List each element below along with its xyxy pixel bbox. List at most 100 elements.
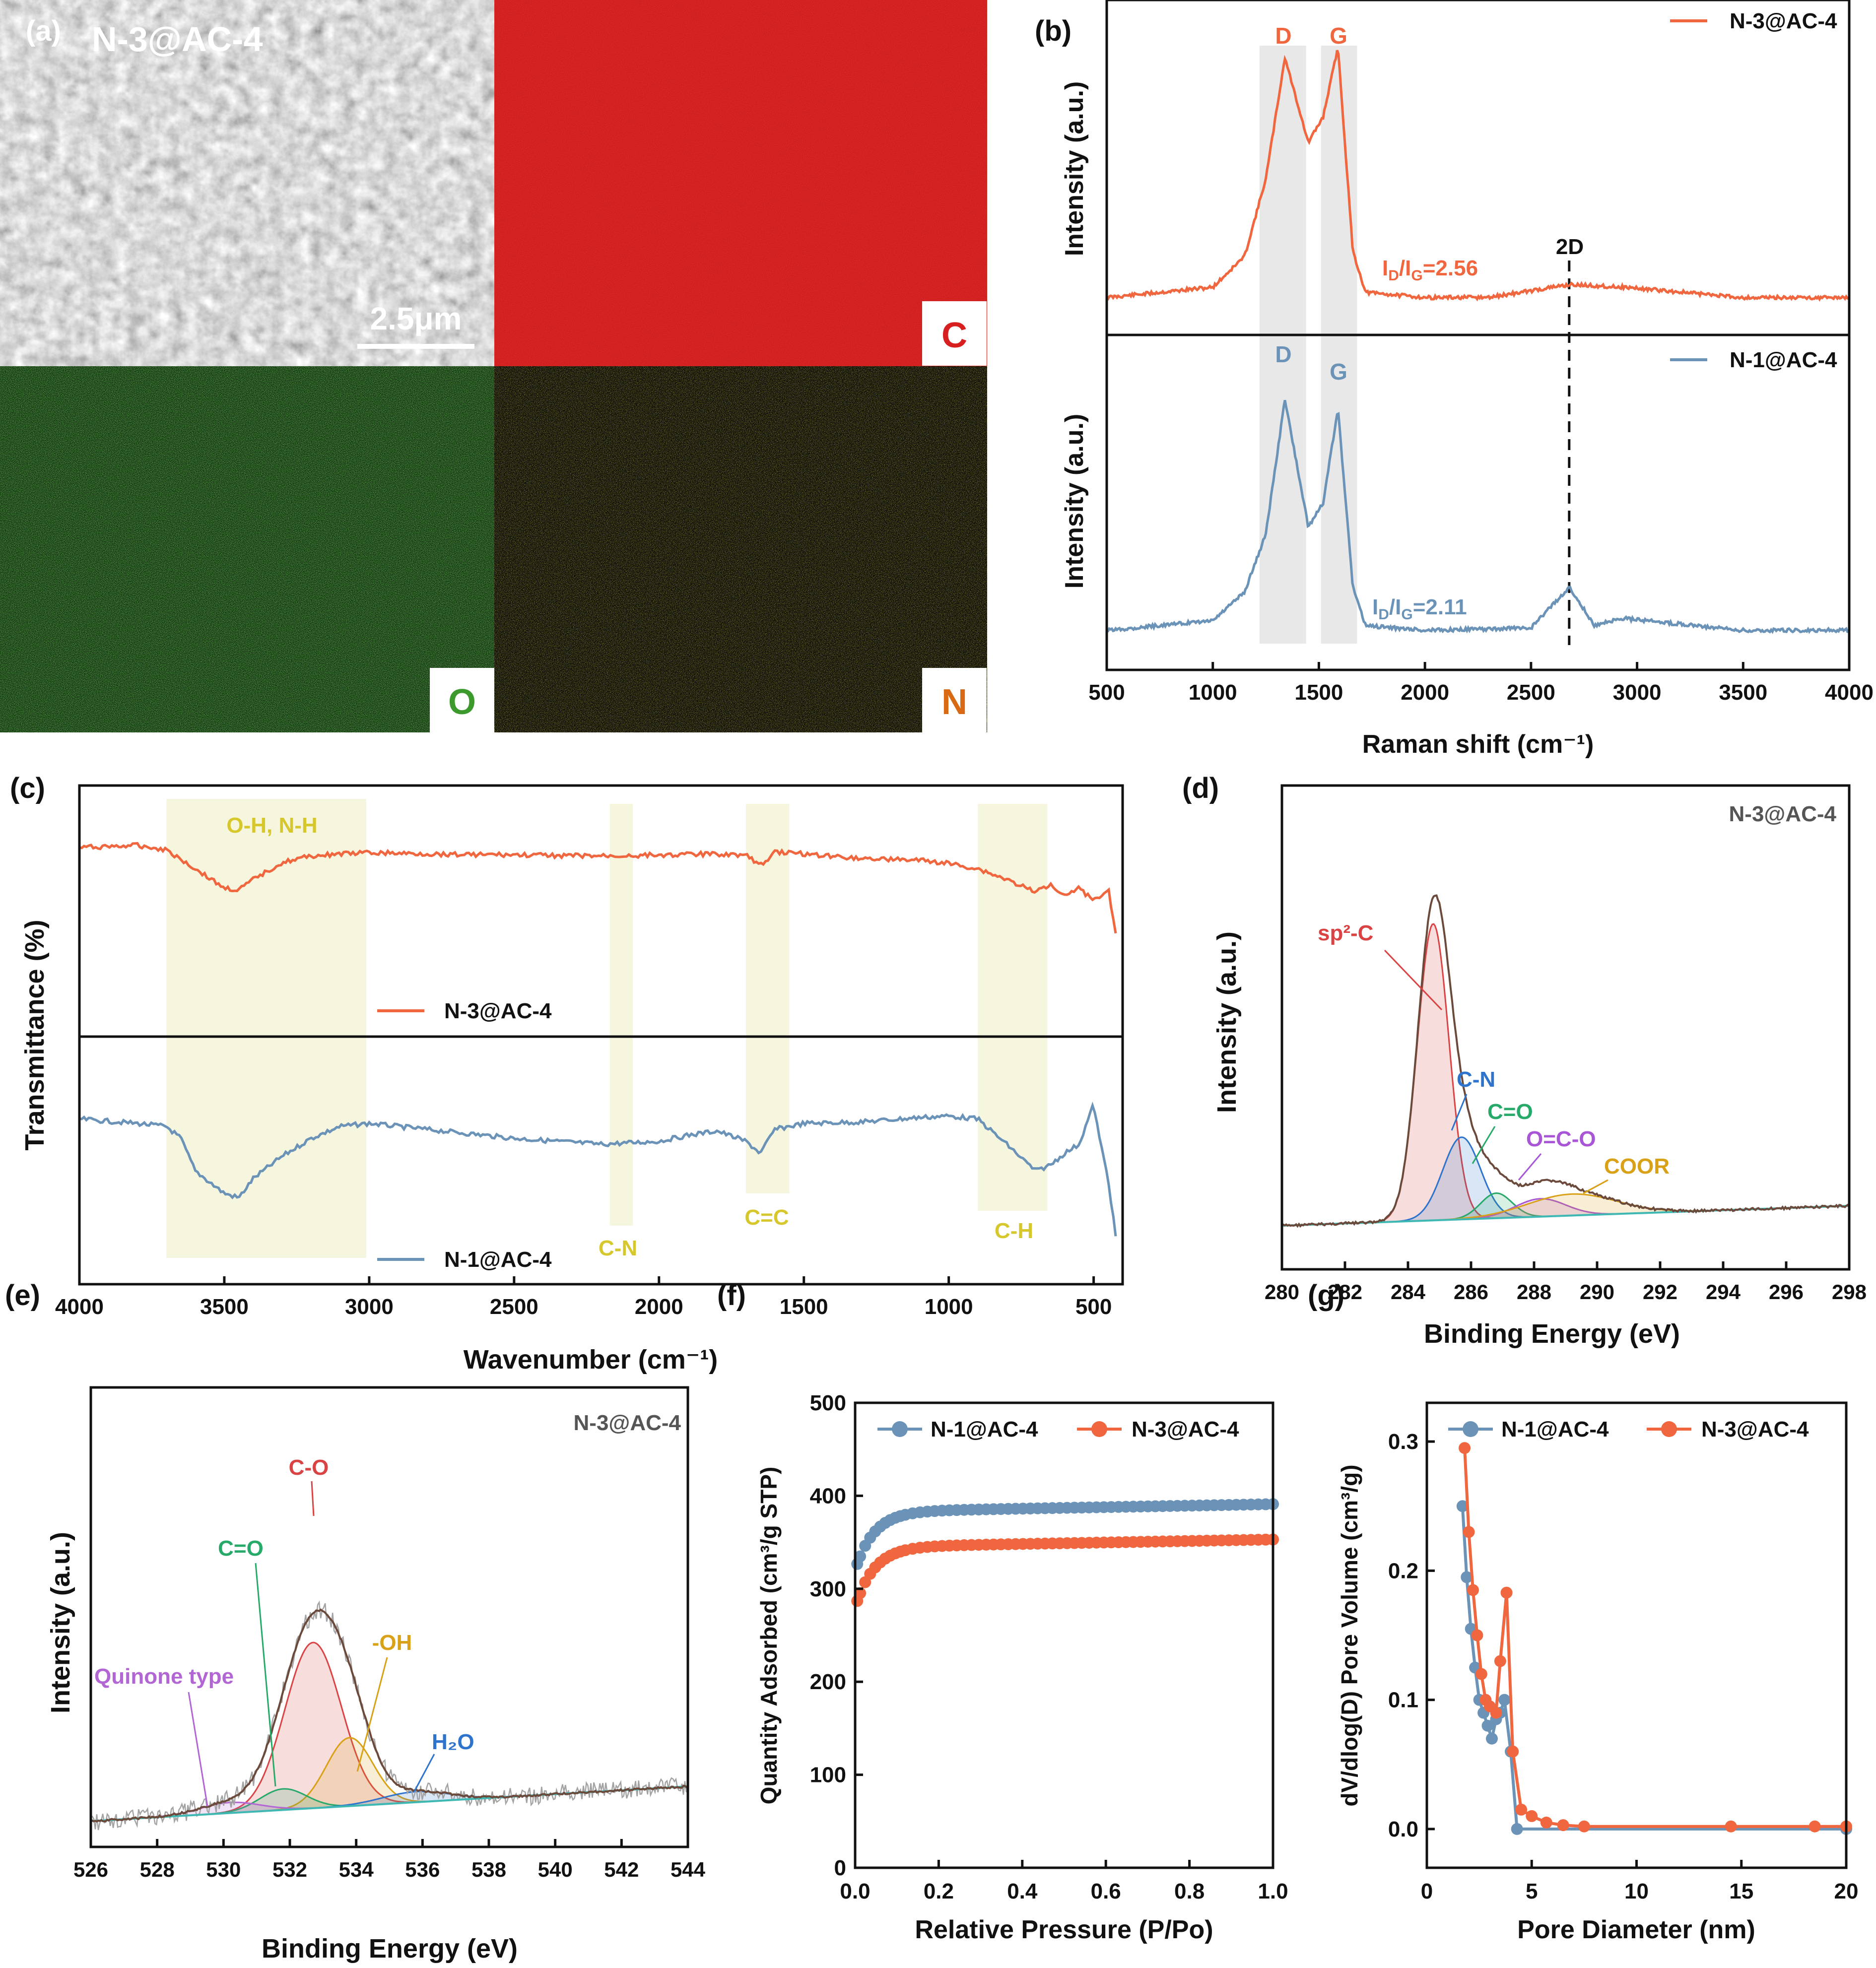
xps-o1s-pointer-co-single xyxy=(311,1481,315,1516)
ftir-y-label: Transmittance (%) xyxy=(20,919,50,1150)
isotherm-y-ticklabels: 0 100 200 300 400 500 xyxy=(810,1391,846,1880)
map-label-box-c xyxy=(922,301,987,366)
raman-x-ticks xyxy=(1105,662,1851,670)
isotherm-ticks xyxy=(854,1401,1274,1869)
ftir-line-n3 xyxy=(79,842,1117,934)
psd-point xyxy=(1463,1526,1475,1538)
xps-o1s-x-ticks xyxy=(89,1839,689,1847)
raman-legend-n3: N-3@AC-4 xyxy=(1730,9,1837,33)
xps-o1s-envelope xyxy=(90,1608,688,1823)
raman-peak-g-n1: G xyxy=(1330,359,1347,385)
scale-bar xyxy=(357,344,474,349)
xps-c1s-component-0 xyxy=(1281,923,1850,1227)
isotherm-legend-n1: N-1@AC-4 xyxy=(931,1417,1038,1442)
ftir-band-oh xyxy=(166,799,367,1258)
xps-c1s-label-oco: O=C-O xyxy=(1526,1127,1596,1151)
ftir-band-ch xyxy=(978,804,1048,1211)
xps-o1s-pointer-quinone xyxy=(188,1692,208,1807)
psd-point xyxy=(1515,1803,1528,1816)
xps-c1s-x-ticklabel: 280 xyxy=(1265,1280,1299,1304)
raman-x-ticklabel: 3000 xyxy=(1613,680,1662,705)
xps-o1s-x-ticklabel: 534 xyxy=(339,1858,374,1881)
psd-series-n3 xyxy=(1459,1442,1852,1833)
panel-d: (d) 280 282 284 286 288 290 292 294 296 298 Bindi… xyxy=(1182,772,1867,1349)
psd-point xyxy=(1490,1706,1502,1719)
psd-point xyxy=(1809,1820,1821,1833)
panel-label-d: (d) xyxy=(1182,772,1219,804)
ftir-band-label-cn: C-N xyxy=(599,1236,637,1260)
isotherm-y-ticklabel: 0 xyxy=(834,1856,846,1880)
ftir-x-ticks xyxy=(78,1276,1095,1284)
raman-x-ticklabel: 2000 xyxy=(1401,680,1449,705)
xps-o1s-x-label: Binding Energy (eV) xyxy=(262,1934,518,1964)
panel-f: (f) 0.0 0.2 0.4 0.6 0.8 1.0 0100200300400500 … xyxy=(717,1279,1288,1944)
raman-peak-g-n3: G xyxy=(1330,23,1347,49)
psd-y-ticklabel: 0.0 xyxy=(1388,1817,1418,1841)
map-label-o: O xyxy=(448,682,476,722)
ftir-x-ticklabels: 4000 3500 3000 2500 2000 1500 1000 500 xyxy=(55,1295,1112,1319)
raman-x-ticklabel: 1500 xyxy=(1294,680,1343,705)
xps-c1s-label-sp2c: sp²-C xyxy=(1318,921,1373,945)
xps-o1s-x-ticklabel: 528 xyxy=(140,1858,175,1881)
psd-point xyxy=(1725,1820,1737,1833)
xps-c1s-x-ticklabel: 284 xyxy=(1391,1280,1426,1304)
isotherm-y-label: Quantity Adsorbed (cm³/g STP) xyxy=(756,1467,782,1805)
carbon-map xyxy=(494,0,987,366)
raman-x-ticklabels: 500 1000 1500 2000 2500 3000 3500 4000 xyxy=(1088,680,1874,705)
isotherm-legend-n3: N-3@AC-4 xyxy=(1132,1417,1239,1442)
isotherm-x-ticklabel: 0.0 xyxy=(840,1879,870,1903)
isotherm-series-n3 xyxy=(851,1533,1279,1607)
xps-o1s-sample-label: N-3@AC-4 xyxy=(574,1411,681,1435)
ftir-band-label-cc: C=C xyxy=(744,1205,789,1230)
xps-c1s-x-ticks xyxy=(1280,1261,1851,1269)
psd-line-1 xyxy=(1463,1447,1846,1828)
psd-point xyxy=(1526,1810,1538,1822)
xps-o1s-label-quinone: Quinone type xyxy=(94,1664,234,1689)
ftir-x-label: Wavenumber (cm⁻¹) xyxy=(464,1345,718,1375)
xps-o1s-label-co-single: C-O xyxy=(289,1455,329,1480)
isotherm-x-ticklabels: 0.0 0.2 0.4 0.6 0.8 1.0 xyxy=(840,1879,1288,1903)
psd-x-ticklabel: 20 xyxy=(1834,1879,1859,1903)
xps-o1s-x-ticklabel: 526 xyxy=(73,1858,108,1881)
psd-point xyxy=(1494,1655,1506,1667)
map-label-n: N xyxy=(941,682,967,722)
panel-label-e: (e) xyxy=(5,1279,40,1312)
map-label-box-n xyxy=(922,668,987,732)
psd-point xyxy=(1471,1629,1483,1641)
xps-o1s-frame xyxy=(89,1386,689,1848)
panel-label-c: (c) xyxy=(10,772,45,804)
raman-legend-n1: N-1@AC-4 xyxy=(1730,348,1837,372)
isotherm-point xyxy=(854,1550,867,1563)
isotherm-x-ticklabel: 0.4 xyxy=(1007,1879,1038,1903)
raman-band-d xyxy=(1259,46,1306,644)
psd-point xyxy=(1475,1668,1487,1680)
psd-point xyxy=(1557,1819,1569,1832)
psd-point xyxy=(1540,1816,1552,1829)
isotherm-x-ticklabel: 0.8 xyxy=(1174,1879,1205,1903)
psd-y-ticklabels: 0.0 0.1 0.2 0.3 xyxy=(1388,1430,1418,1841)
psd-y-ticklabel: 0.3 xyxy=(1388,1430,1418,1454)
ftir-x-ticklabel: 1000 xyxy=(925,1295,973,1319)
xps-o1s-pointer-h2o xyxy=(413,1754,435,1792)
raman-x-ticklabel: 2500 xyxy=(1507,680,1555,705)
ftir-band-label-ch: C-H xyxy=(995,1219,1033,1243)
psd-point xyxy=(1507,1745,1519,1758)
xps-c1s-envelope xyxy=(1281,894,1850,1228)
psd-series-n1 xyxy=(1456,1500,1852,1835)
xps-o1s-x-ticklabel: 536 xyxy=(405,1858,440,1881)
raman-ratio-n3: ID/IG=2.56 xyxy=(1382,256,1478,284)
raman-ratio-n1: ID/IG=2.11 xyxy=(1372,595,1467,623)
xps-o1s-x-ticklabel: 544 xyxy=(670,1858,706,1881)
xps-o1s-x-ticklabel: 538 xyxy=(471,1858,506,1881)
xps-c1s-x-ticklabel: 282 xyxy=(1328,1280,1362,1304)
isotherm-legend-marker-n1 xyxy=(892,1421,908,1437)
raman-x-ticklabel: 1000 xyxy=(1189,680,1237,705)
raman-peak-d-n3: D xyxy=(1275,23,1291,49)
raman-peak-2d: 2D xyxy=(1556,235,1584,259)
xps-o1s-label-oh: -OH xyxy=(372,1631,412,1655)
raman-peak-d-n1: D xyxy=(1275,341,1291,367)
oxygen-map xyxy=(0,366,494,732)
psd-x-ticklabels: 0 5 10 15 20 xyxy=(1421,1879,1859,1903)
panel-c: (c) 4000 3500 3000 2500 2000 1500 1000 500 Wave… xyxy=(10,772,1124,1375)
